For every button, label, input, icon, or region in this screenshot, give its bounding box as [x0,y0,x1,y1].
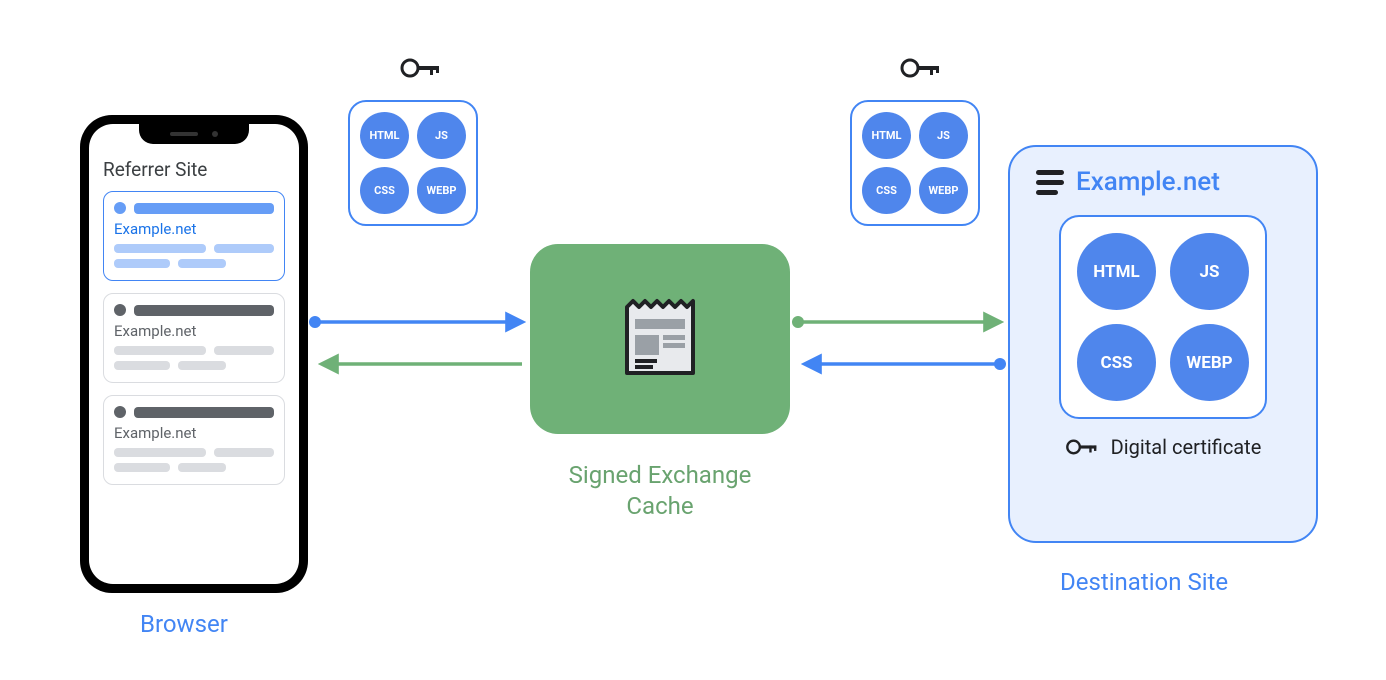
hamburger-icon [1036,170,1064,195]
search-result-card: Example.net [103,395,285,485]
resource-chip: CSS [360,167,409,214]
resource-chip: HTML [862,112,911,159]
phone-device: Referrer Site Example.net [80,115,308,593]
destination-label: Destination Site [1060,568,1228,596]
phone-screen: Referrer Site Example.net [89,124,299,584]
resource-chip: WEBP [417,167,466,214]
referrer-site-title: Referrer Site [103,158,285,181]
resource-bundle: HTML JS CSS WEBP [850,100,980,226]
resource-chip: JS [417,112,466,159]
resource-chip: HTML [1077,233,1156,310]
card-dot-icon [114,202,126,214]
resource-chip: JS [919,112,968,159]
resource-chip: HTML [360,112,409,159]
card-site-label: Example.net [114,424,274,442]
resource-chip: WEBP [1170,324,1249,401]
card-dot-icon [114,406,126,418]
card-site-label: Example.net [114,322,274,340]
key-icon [900,54,944,82]
search-result-card: Example.net [103,293,285,383]
phone-notch [139,124,249,144]
resource-bundle-large: HTML JS CSS WEBP [1059,215,1267,419]
card-site-label: Example.net [114,220,274,238]
resource-chip: JS [1170,233,1249,310]
newspaper-icon [621,297,699,381]
browser-label: Browser [140,610,228,638]
key-icon [1065,436,1101,458]
resource-chip: CSS [1077,324,1156,401]
card-dot-icon [114,304,126,316]
destination-site: Example.net HTML JS CSS WEBP Digital cer… [1008,145,1318,543]
signed-exchange-cache [530,244,790,434]
search-result-card: Example.net [103,191,285,281]
key-icon [400,54,444,82]
resource-bundle: HTML JS CSS WEBP [348,100,478,226]
resource-chip: CSS [862,167,911,214]
destination-title: Example.net [1076,167,1220,197]
cache-label: Signed Exchange Cache [545,460,775,522]
resource-chip: WEBP [919,167,968,214]
digital-certificate-label: Digital certificate [1111,435,1262,459]
